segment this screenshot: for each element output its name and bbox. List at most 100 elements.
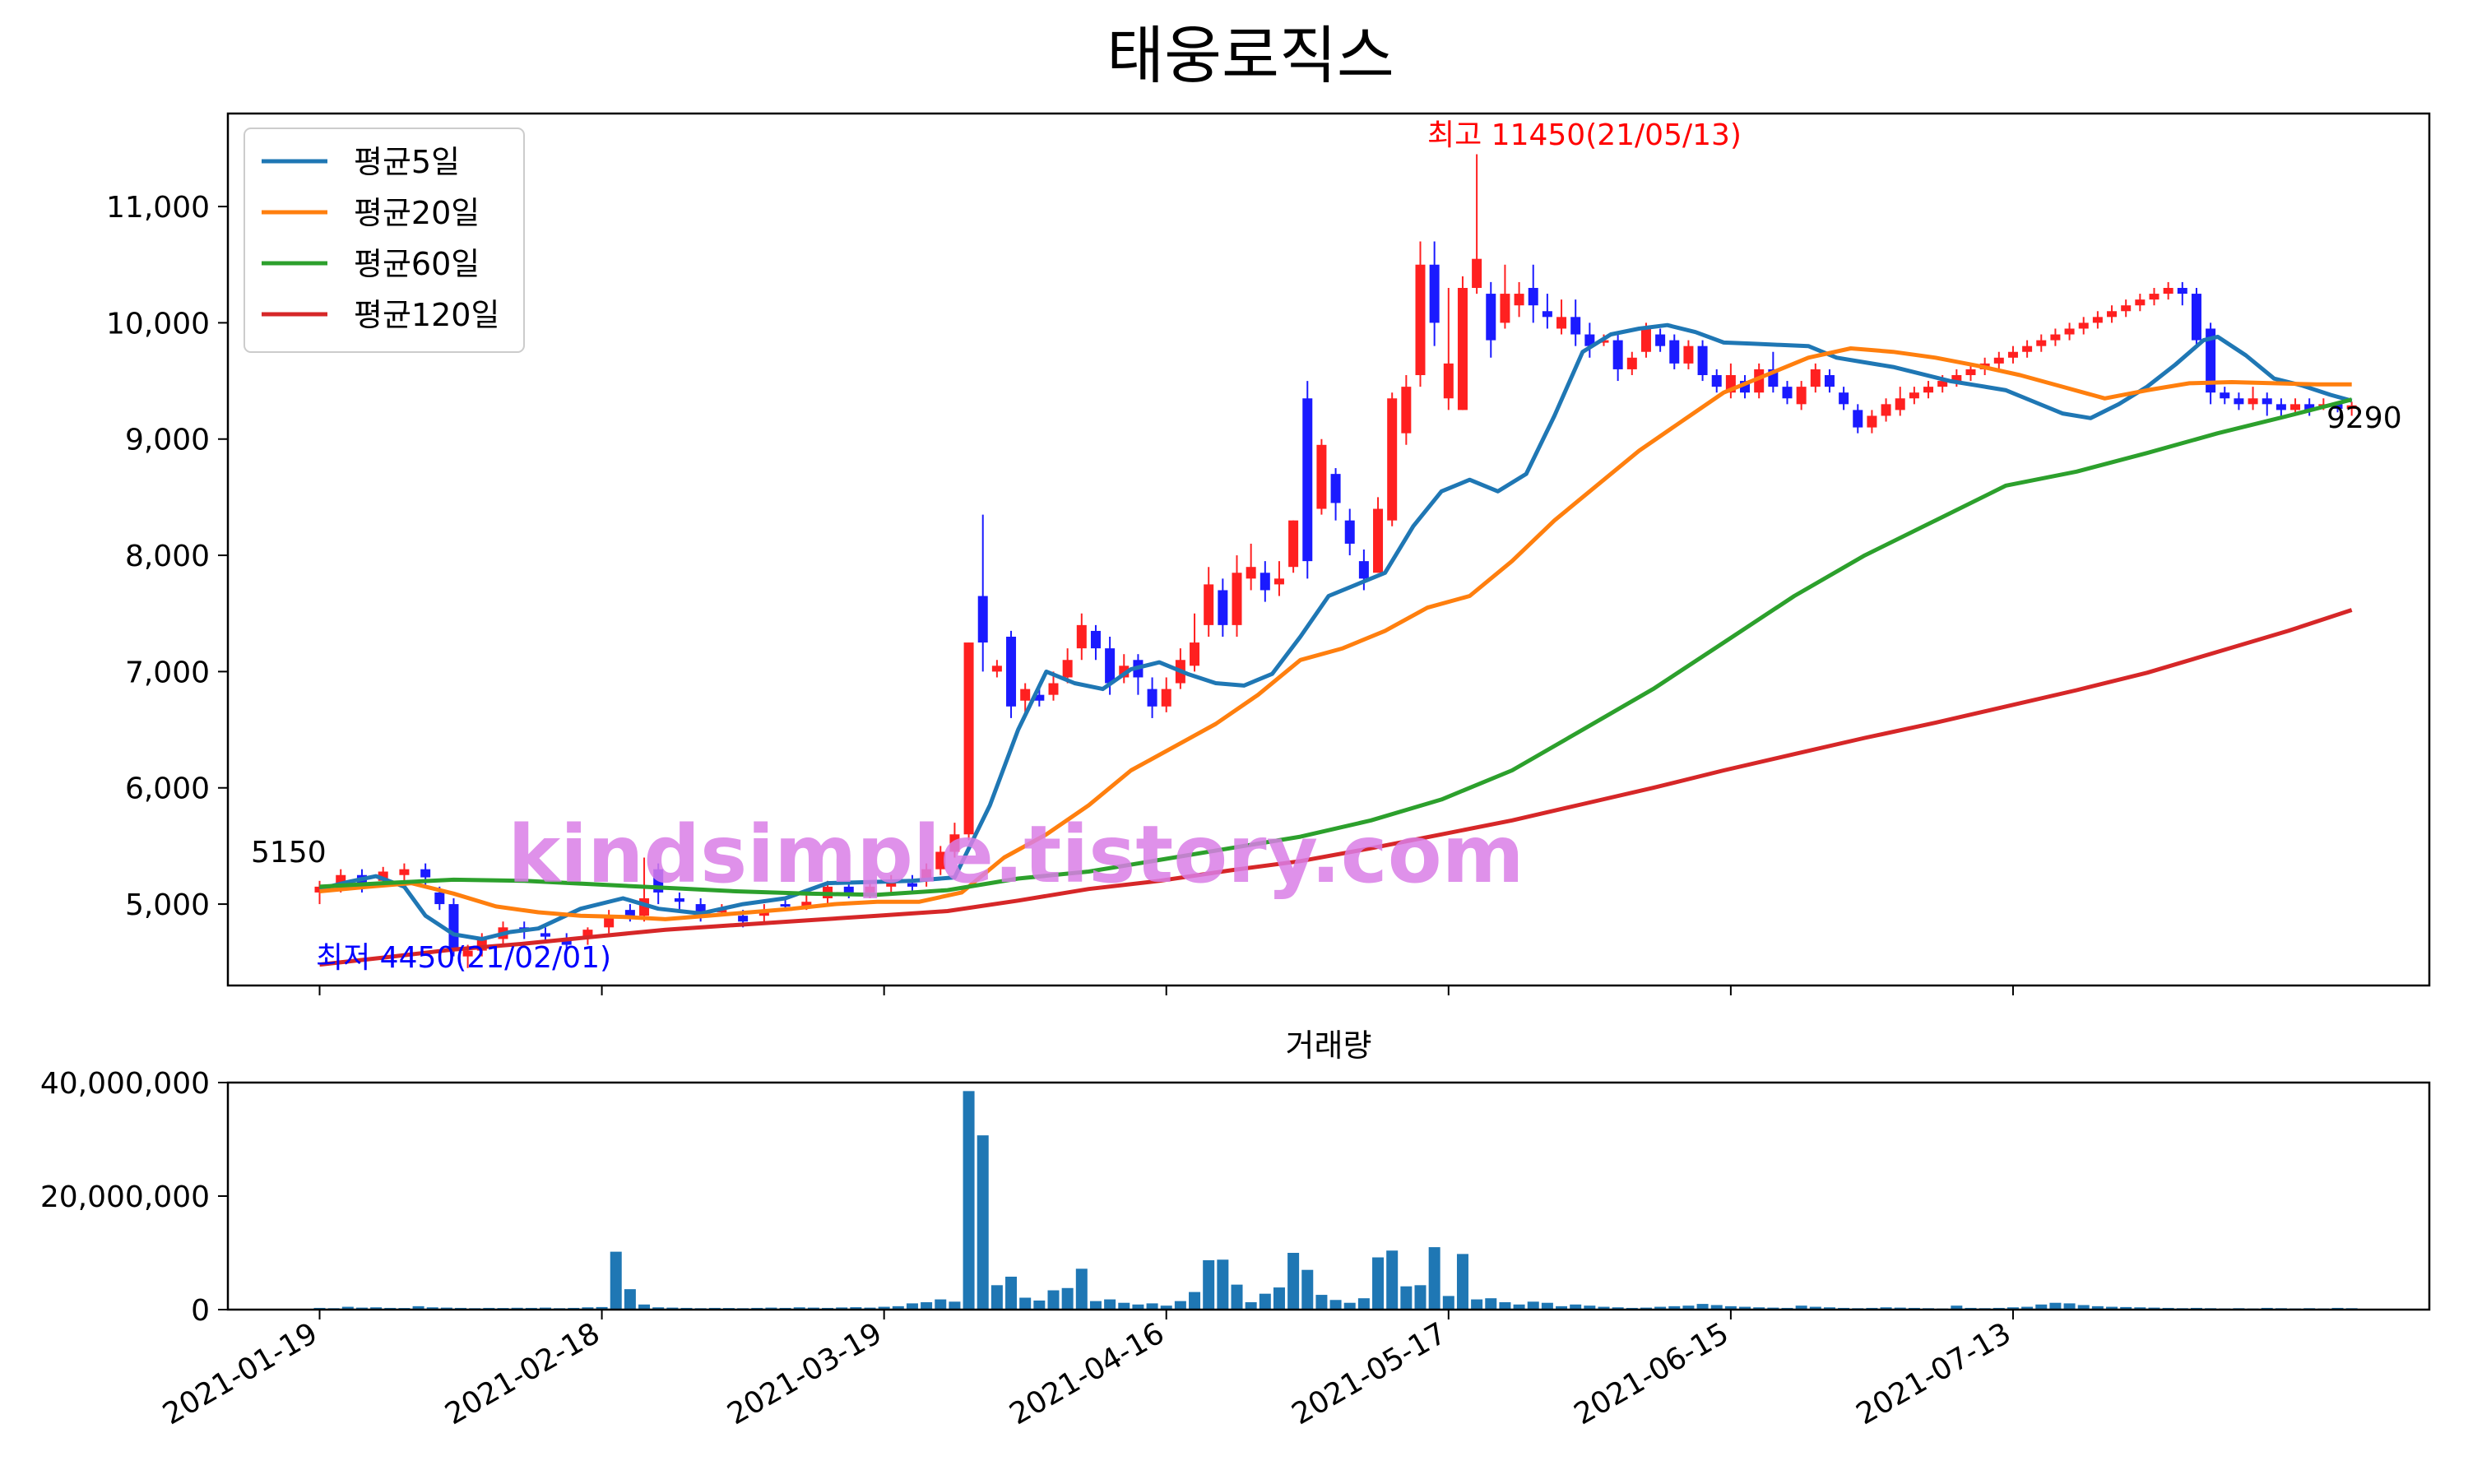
candle-down (561, 933, 572, 951)
candle-body (1358, 561, 1369, 579)
volume-bar (596, 1306, 608, 1310)
candle-up (2064, 322, 2075, 341)
volume-bar (2120, 1306, 2132, 1310)
annotation-last-price: 9290 (2327, 401, 2402, 435)
candle-down (1669, 334, 1680, 369)
volume-bar (1075, 1268, 1088, 1310)
volume-bar (1400, 1286, 1413, 1310)
candle-down (2304, 398, 2315, 416)
candle-body (1218, 590, 1228, 625)
candle-down (2206, 322, 2216, 405)
candle-body (1415, 264, 1426, 375)
volume-bar (1499, 1302, 1511, 1310)
candle-down (1782, 381, 1793, 405)
candle-body (1584, 334, 1595, 346)
candle-body (2163, 288, 2173, 294)
volume-bar (793, 1307, 805, 1310)
volume-bar (1696, 1304, 1709, 1310)
candle-body (674, 898, 684, 902)
candle-up (949, 823, 960, 858)
candle-up (2007, 345, 2018, 364)
volume-bar (1343, 1302, 1356, 1310)
candle-down (1090, 624, 1101, 661)
volume-bar (949, 1301, 961, 1310)
candle-up (2078, 317, 2089, 335)
volume-bar (963, 1091, 975, 1310)
candle-body (1161, 689, 1171, 707)
candle-body (2107, 311, 2118, 318)
candle-body (991, 665, 1002, 672)
candle-up (1683, 340, 1694, 369)
volume-bar (906, 1303, 918, 1310)
volume-bar (1301, 1269, 1314, 1310)
candle-up (1626, 351, 1637, 375)
volume-bar (1668, 1305, 1681, 1310)
volume-bar (1357, 1298, 1370, 1310)
candle-body (1824, 375, 1835, 387)
candle-up (1020, 683, 1031, 712)
volume-bar (1584, 1305, 1596, 1310)
candle-body (977, 596, 988, 643)
candle-up (2107, 305, 2118, 323)
candle-up (2135, 294, 2146, 312)
series-line-ma20 (319, 346, 2352, 921)
candle-down (1302, 381, 1313, 579)
volume-bar (878, 1306, 890, 1310)
candle-down (1147, 677, 1157, 718)
annotation-start-price: 5150 (251, 836, 327, 870)
candle-body (2290, 404, 2301, 410)
candle-down (540, 927, 550, 942)
price-ytick-label: 10,000 (106, 307, 210, 341)
candle-down (674, 892, 684, 911)
volume-bar (2063, 1303, 2076, 1310)
volume-bar (2021, 1306, 2034, 1310)
candle-body (1090, 630, 1101, 649)
candle-down (1655, 328, 1666, 352)
candle-body (1528, 288, 1538, 306)
annotation-high: 최고 11450(21/05/13) (1427, 118, 1742, 152)
candle-down (2234, 392, 2244, 410)
volume-bar (1485, 1298, 1497, 1310)
volume-bar (1315, 1295, 1328, 1310)
candle-body (434, 892, 445, 905)
candle-down (2177, 281, 2187, 306)
candle-body (1937, 381, 1948, 387)
candle-body (1429, 264, 1440, 323)
candle-up (935, 846, 946, 875)
candle-up (1246, 543, 1256, 591)
candle-down (1824, 369, 1835, 393)
candle-body (2275, 404, 2286, 410)
candle-body (738, 916, 749, 922)
candle-body (2064, 328, 2075, 335)
candle-up (1316, 438, 1327, 515)
volume-bar (1753, 1307, 1765, 1310)
candle-up (1514, 281, 1524, 318)
volume-plot-frame (226, 1081, 2431, 1311)
candle-down (1570, 299, 1581, 346)
candle-body (2262, 398, 2272, 405)
volume-bar (1442, 1296, 1454, 1310)
volume-bar (1795, 1305, 1807, 1310)
volume-bar (1089, 1301, 1102, 1310)
candle-down (907, 874, 917, 893)
candle-down (1429, 241, 1440, 346)
candle-body (1514, 294, 1524, 306)
candle-body (1669, 340, 1680, 364)
candle-body (1288, 520, 1299, 568)
candle-down (1218, 578, 1228, 637)
volume-bar (850, 1307, 862, 1310)
candle-body (378, 871, 388, 881)
candle-body (1344, 520, 1355, 544)
volume-bar (1710, 1305, 1723, 1310)
price-panel: 5,000 6,000 7,000 8,000 9,000 10,000 11,000 (106, 154, 2357, 995)
volume-bar (1386, 1250, 1399, 1310)
volume-title: 거래량 (1286, 1027, 1372, 1064)
volume-bar (935, 1299, 947, 1310)
candle-up (399, 863, 410, 881)
candle-up (2121, 299, 2132, 318)
candle-down (1528, 264, 1538, 323)
volume-bar (582, 1307, 594, 1310)
legend-label-ma60: 평균60일 (354, 246, 480, 282)
candle-body (1034, 694, 1045, 701)
